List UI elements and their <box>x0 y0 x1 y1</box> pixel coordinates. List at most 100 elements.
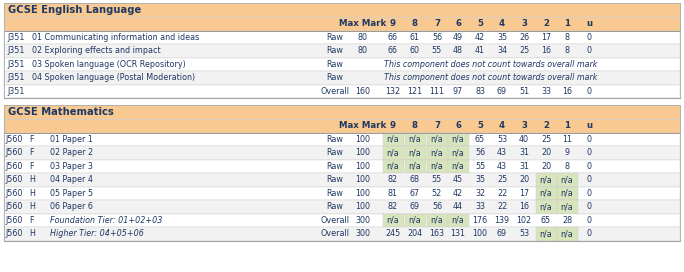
Bar <box>4 105 680 119</box>
Text: n/a: n/a <box>561 175 573 184</box>
Text: 132: 132 <box>386 87 401 96</box>
Text: 20: 20 <box>541 148 551 157</box>
Text: 100: 100 <box>356 162 371 171</box>
Text: 81: 81 <box>388 189 398 198</box>
Text: Higher Tier: 04+05+06: Higher Tier: 04+05+06 <box>50 229 144 238</box>
Bar <box>4 214 680 227</box>
Text: 1: 1 <box>564 19 570 28</box>
Text: 55: 55 <box>432 46 442 55</box>
Text: 35: 35 <box>497 33 507 42</box>
Bar <box>404 214 425 227</box>
Text: n/a: n/a <box>386 162 399 171</box>
Text: 82: 82 <box>388 202 398 211</box>
Bar <box>4 119 680 132</box>
Text: J351: J351 <box>8 73 25 82</box>
Text: 0: 0 <box>586 229 592 238</box>
Text: Raw: Raw <box>326 73 343 82</box>
Text: 121: 121 <box>408 87 423 96</box>
Text: n/a: n/a <box>408 162 421 171</box>
Text: 06 Paper 6: 06 Paper 6 <box>50 202 93 211</box>
Bar <box>447 214 469 227</box>
Text: n/a: n/a <box>561 189 573 198</box>
Bar <box>4 3 680 98</box>
Text: H: H <box>29 229 35 238</box>
Text: 68: 68 <box>410 175 420 184</box>
Text: 44: 44 <box>453 202 463 211</box>
Text: 05 Paper 5: 05 Paper 5 <box>50 189 93 198</box>
Text: 82: 82 <box>388 175 398 184</box>
Text: 67: 67 <box>410 189 420 198</box>
Text: 111: 111 <box>430 87 445 96</box>
Text: Raw: Raw <box>326 60 343 69</box>
Text: Max Mark: Max Mark <box>339 121 386 130</box>
Text: 16: 16 <box>562 87 572 96</box>
Text: 43: 43 <box>497 162 507 171</box>
Text: 9: 9 <box>390 121 396 130</box>
Bar <box>382 214 404 227</box>
Text: J560: J560 <box>5 202 23 211</box>
Text: 3: 3 <box>521 19 527 28</box>
Bar <box>536 187 557 200</box>
Text: Raw: Raw <box>326 175 343 184</box>
Text: 8: 8 <box>412 121 418 130</box>
Bar <box>447 132 469 146</box>
Text: 8: 8 <box>412 19 418 28</box>
Text: 100: 100 <box>356 175 371 184</box>
Bar <box>4 227 680 240</box>
Text: n/a: n/a <box>386 216 399 225</box>
Bar <box>4 159 680 173</box>
Text: 0: 0 <box>586 162 592 171</box>
Text: 22: 22 <box>497 189 507 198</box>
Text: 8: 8 <box>564 46 570 55</box>
Text: n/a: n/a <box>540 189 553 198</box>
Text: n/a: n/a <box>451 162 464 171</box>
Text: 03 Spoken language (OCR Repository): 03 Spoken language (OCR Repository) <box>32 60 186 69</box>
Text: n/a: n/a <box>431 216 443 225</box>
Text: 4: 4 <box>499 121 505 130</box>
Text: 2: 2 <box>543 121 549 130</box>
Text: Foundation Tier: 01+02+03: Foundation Tier: 01+02+03 <box>50 216 162 225</box>
Bar <box>404 159 425 173</box>
Text: F: F <box>29 162 34 171</box>
Text: 42: 42 <box>475 33 485 42</box>
Text: 41: 41 <box>475 46 485 55</box>
Bar <box>4 187 680 200</box>
Text: F: F <box>29 216 34 225</box>
Text: 100: 100 <box>473 229 488 238</box>
Text: n/a: n/a <box>408 148 421 157</box>
Text: 01 Communicating information and ideas: 01 Communicating information and ideas <box>32 33 199 42</box>
Bar <box>382 146 404 159</box>
Text: 100: 100 <box>356 148 371 157</box>
Text: Raw: Raw <box>326 148 343 157</box>
Text: 300: 300 <box>356 216 371 225</box>
Text: 5: 5 <box>477 19 483 28</box>
Text: 56: 56 <box>432 202 442 211</box>
Text: 4: 4 <box>499 19 505 28</box>
Text: 04 Paper 4: 04 Paper 4 <box>50 175 93 184</box>
Text: Raw: Raw <box>326 202 343 211</box>
Text: 80: 80 <box>358 46 368 55</box>
Text: J560: J560 <box>5 216 23 225</box>
Text: 45: 45 <box>453 175 463 184</box>
Text: 31: 31 <box>519 162 529 171</box>
Text: 40: 40 <box>519 135 529 144</box>
Bar <box>382 132 404 146</box>
Bar <box>404 146 425 159</box>
Bar <box>4 30 680 44</box>
Text: u: u <box>586 121 592 130</box>
Bar <box>4 57 680 71</box>
Text: n/a: n/a <box>431 162 443 171</box>
Text: Max Mark: Max Mark <box>339 19 386 28</box>
Text: n/a: n/a <box>540 175 553 184</box>
Text: 65: 65 <box>541 216 551 225</box>
Text: 100: 100 <box>356 189 371 198</box>
Text: 6: 6 <box>455 19 461 28</box>
Bar <box>4 3 680 17</box>
Text: 11: 11 <box>562 135 572 144</box>
Text: 49: 49 <box>453 33 463 42</box>
Text: Raw: Raw <box>326 189 343 198</box>
Text: 32: 32 <box>475 189 485 198</box>
Text: 56: 56 <box>432 33 442 42</box>
Text: n/a: n/a <box>408 135 421 144</box>
Text: 26: 26 <box>519 33 529 42</box>
